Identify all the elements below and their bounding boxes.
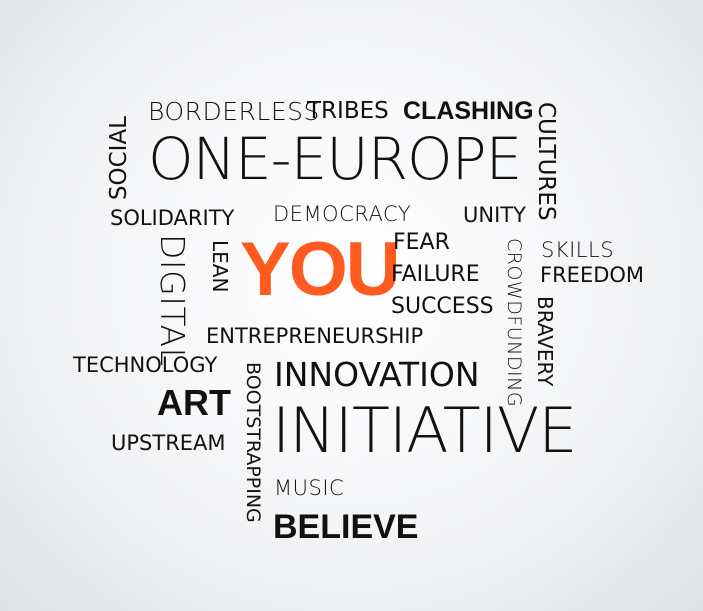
word-upstream: UPSTREAM: [111, 431, 226, 455]
word-social: SOCIAL: [106, 116, 132, 201]
word-believe: BELIEVE: [273, 508, 419, 546]
word-innovation: INNOVATION: [274, 355, 480, 394]
word-initiative: INITIATIVE: [272, 394, 577, 467]
word-bravery: BRAVERY: [533, 296, 557, 387]
word-success: SUCCESS: [391, 294, 494, 319]
word-borderless: BORDERLESS: [148, 97, 320, 126]
word-digital: DIGITAL: [153, 234, 192, 367]
word-unity: UNITY: [463, 203, 526, 227]
word-crowdfunding: CROWDFUNDING: [503, 238, 525, 408]
word-failure: FAILURE: [391, 262, 480, 287]
word-solidarity: SOLIDARITY: [110, 206, 235, 230]
word-you: YOU: [240, 227, 401, 312]
word-cultures: CULTURES: [533, 102, 559, 221]
word-clashing: CLASHING: [403, 97, 534, 125]
word-democracy: DEMOCRACY: [273, 202, 412, 226]
word-lean: LEAN: [208, 240, 232, 293]
word-one-europe: ONE-EUROPE: [148, 125, 522, 193]
word-music: MUSIC: [274, 476, 345, 500]
word-bootstrapping: BOOTSTRAPPING: [242, 362, 264, 523]
word-technology: TECHNOLOGY: [73, 353, 218, 377]
word-fear: FEAR: [393, 230, 450, 255]
word-freedom: FREEDOM: [540, 263, 645, 287]
word-tribes: TRIBES: [307, 98, 389, 124]
word-art: ART: [157, 382, 231, 423]
word-skills: SKILLS: [541, 238, 615, 262]
word-entrepreneurship: ENTREPRENEURSHIP: [206, 324, 424, 348]
